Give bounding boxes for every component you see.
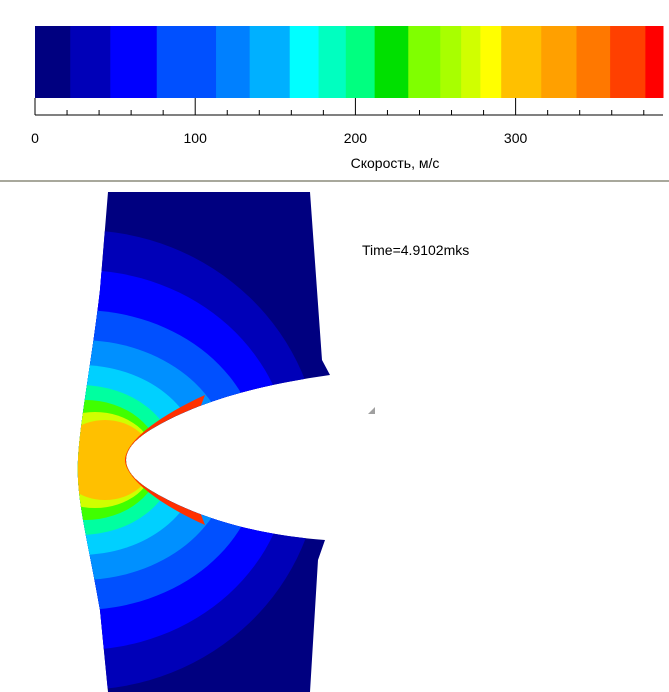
color-segment	[346, 26, 375, 98]
color-segment	[35, 26, 71, 98]
color-segment	[645, 26, 663, 98]
tick-label: 0	[31, 130, 39, 146]
color-segment	[110, 26, 157, 98]
color-segment	[70, 26, 111, 98]
color-segment	[319, 26, 347, 98]
color-segment	[408, 26, 441, 98]
tick-label: 200	[344, 130, 368, 146]
color-segment	[157, 26, 217, 98]
colorbar-label: Скорость, м/с	[351, 155, 440, 171]
time-annotation: Time=4.9102mks	[362, 242, 469, 258]
color-segment	[610, 26, 646, 98]
color-segment	[501, 26, 542, 98]
color-segment	[440, 26, 461, 98]
tick-label: 100	[184, 130, 208, 146]
color-segment	[480, 26, 501, 98]
resize-grip	[368, 407, 375, 414]
color-segment	[375, 26, 409, 98]
color-segment	[461, 26, 481, 98]
color-segment	[250, 26, 291, 98]
color-segment	[541, 26, 577, 98]
color-segment	[216, 26, 250, 98]
tick-label: 300	[504, 130, 528, 146]
color-segment	[290, 26, 319, 98]
screen: Time=4.9102mks Скорость, м/с 0 100 200 300	[0, 0, 669, 692]
velocity-field	[0, 192, 360, 692]
color-segment	[576, 26, 610, 98]
